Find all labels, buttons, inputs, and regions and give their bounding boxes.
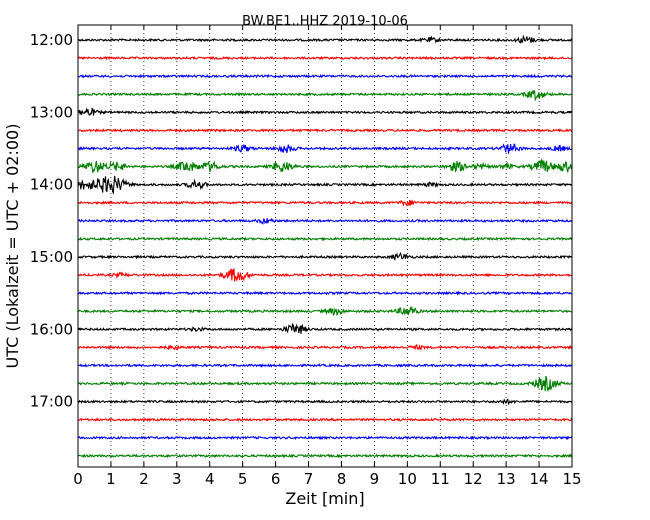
x-tick-label: 4 (205, 470, 215, 488)
trace-1330 (77, 143, 573, 154)
trace-1745 (77, 453, 573, 459)
x-tick-label: 10 (398, 470, 417, 488)
x-tick-label: 7 (304, 470, 314, 488)
trace-1430 (77, 217, 573, 225)
trace-1345 (77, 158, 573, 174)
y-tick-label: 16:00 (30, 320, 73, 338)
x-tick-label: 8 (337, 470, 347, 488)
trace-1600 (77, 323, 573, 334)
trace-1715 (77, 417, 573, 423)
x-tick-label: 0 (73, 470, 83, 488)
x-tick-label: 14 (530, 470, 549, 488)
y-axis-label: UTC (Lokalzeit = UTC + 02:00) (3, 124, 22, 369)
trace-1230 (77, 73, 573, 79)
plot-frame (77, 24, 573, 468)
trace-1515 (77, 268, 573, 282)
x-axis-label: Zeit [min] (285, 489, 364, 508)
trace-1300 (77, 107, 573, 116)
x-tick-label: 3 (172, 470, 182, 488)
traces (77, 34, 573, 459)
trace-1315 (77, 128, 573, 133)
y-tick-label: 15:00 (30, 248, 73, 266)
y-tick-label: 14:00 (30, 176, 73, 194)
x-tick-label: 12 (464, 470, 483, 488)
x-tick-label: 6 (271, 470, 281, 488)
trace-1545 (78, 305, 573, 317)
trace-1630 (77, 363, 573, 368)
grid-lines (110, 25, 540, 467)
x-axis-ticks: 0 1 2 3 4 5 6 7 8 9 10 11 12 13 14 15 (73, 25, 582, 488)
y-tick-label: 17:00 (30, 393, 73, 411)
y-axis-ticks: 12:00 13:00 14:00 15:00 16:00 17:00 (30, 31, 572, 411)
x-tick-label: 1 (106, 470, 116, 488)
x-tick-label: 2 (139, 470, 149, 488)
trace-1445 (77, 236, 573, 242)
trace-1200 (77, 34, 573, 44)
x-tick-label: 15 (562, 470, 581, 488)
trace-1615 (77, 344, 573, 351)
trace-1730 (77, 435, 573, 441)
trace-1530 (77, 290, 573, 296)
y-tick-label: 13:00 (30, 103, 73, 121)
trace-1215 (77, 55, 573, 61)
x-tick-label: 9 (370, 470, 380, 488)
trace-1245 (77, 89, 573, 102)
plot-area (78, 25, 572, 467)
trace-1700 (77, 398, 573, 406)
trace-1415 (77, 199, 573, 207)
trace-1500 (77, 251, 573, 261)
x-tick-label: 5 (238, 470, 248, 488)
trace-1400 (77, 175, 573, 195)
x-tick-label: 11 (431, 470, 450, 488)
y-tick-label: 12:00 (30, 31, 73, 49)
x-tick-label: 13 (497, 470, 516, 488)
trace-1645 (77, 375, 573, 393)
